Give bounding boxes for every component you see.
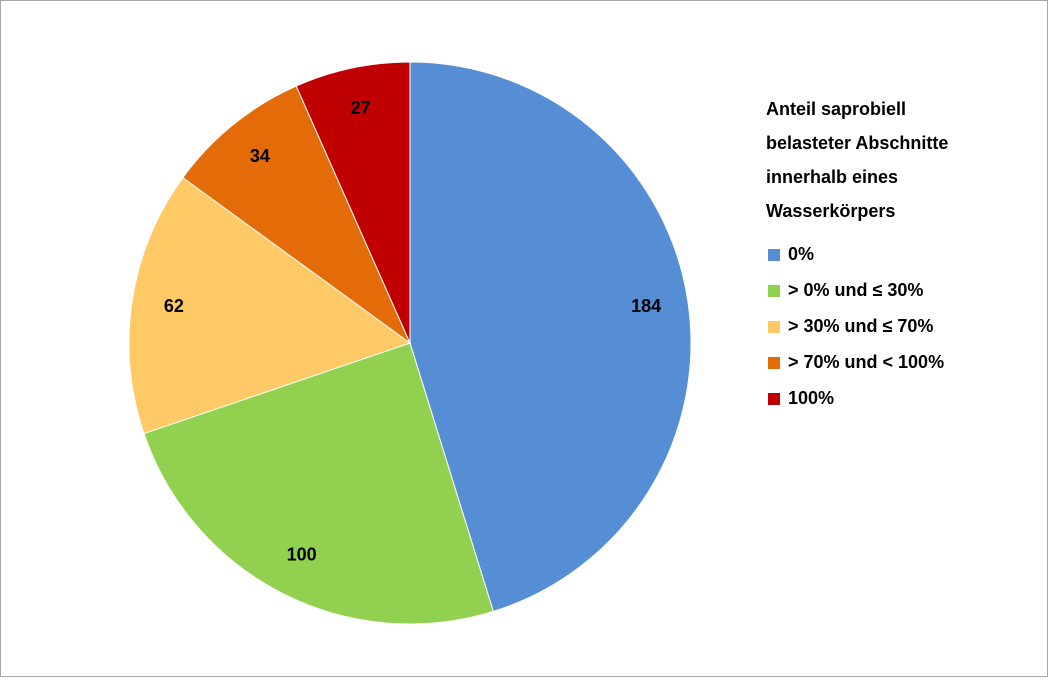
legend-title: Anteil saprobiell (766, 99, 906, 119)
data-label: 100 (287, 545, 317, 565)
legend-label: > 30% und ≤ 70% (788, 316, 933, 336)
legend-label: 100% (788, 388, 834, 408)
data-label: 184 (631, 296, 661, 316)
pie-slice (143, 342, 494, 625)
data-label: 27 (351, 98, 371, 118)
pie-slice (182, 85, 412, 345)
data-label: 34 (250, 146, 270, 166)
legend-swatch (768, 357, 780, 369)
legend-title: belasteter Abschnitte (766, 133, 948, 153)
legend-swatch (768, 321, 780, 333)
legend-label: > 0% und ≤ 30% (788, 280, 923, 300)
legend-label: > 70% und < 100% (788, 352, 944, 372)
pie-slice (295, 61, 411, 344)
legend-swatch (768, 285, 780, 297)
legend-swatch (768, 393, 780, 405)
pie-slice (128, 176, 412, 435)
legend-title: Wasserkörpers (766, 201, 895, 221)
legend-label: 0% (788, 244, 814, 264)
legend-title: innerhalb eines (766, 167, 898, 187)
pie-slice (409, 61, 692, 612)
legend-swatch (768, 249, 780, 261)
data-label: 62 (164, 296, 184, 316)
